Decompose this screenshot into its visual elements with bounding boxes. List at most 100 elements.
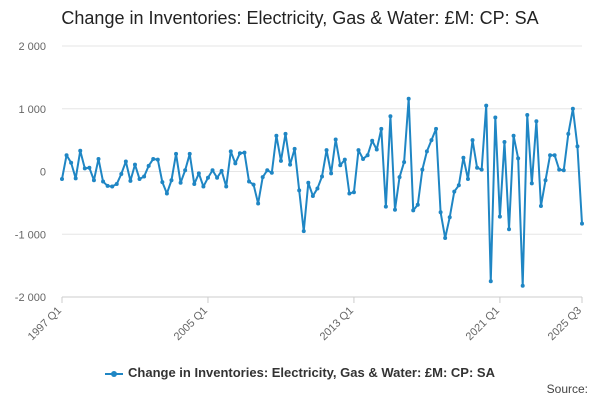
data-point[interactable] [315,186,320,191]
data-point[interactable] [283,131,288,136]
data-point[interactable] [575,144,580,149]
data-point[interactable] [301,229,306,234]
data-point[interactable] [488,279,493,284]
data-point[interactable] [356,148,361,153]
data-point[interactable] [548,153,553,158]
data-point[interactable] [69,160,74,165]
data-point[interactable] [128,178,133,183]
data-point[interactable] [155,157,160,162]
data-point[interactable] [465,177,470,182]
data-point[interactable] [192,182,197,187]
data-point[interactable] [169,178,174,183]
data-point[interactable] [516,156,521,161]
data-point[interactable] [534,119,539,124]
data-point[interactable] [233,161,238,166]
data-point[interactable] [265,168,270,173]
data-point[interactable] [511,133,516,138]
data-point[interactable] [151,156,156,161]
data-point[interactable] [347,191,352,196]
data-point[interactable] [123,159,128,164]
data-point[interactable] [205,175,210,180]
data-point[interactable] [219,168,224,173]
data-point[interactable] [96,156,101,161]
data-point[interactable] [210,168,215,173]
data-point[interactable] [434,126,439,131]
data-point[interactable] [388,114,393,119]
data-point[interactable] [269,170,274,175]
data-point[interactable] [78,148,83,153]
legend[interactable]: Change in Inventories: Electricity, Gas … [0,365,600,380]
data-point[interactable] [288,162,293,167]
data-point[interactable] [538,204,543,209]
data-point[interactable] [183,168,188,173]
data-point[interactable] [475,165,480,170]
data-point[interactable] [114,182,119,187]
data-point[interactable] [470,138,475,143]
data-point[interactable] [87,165,92,170]
data-point[interactable] [484,103,489,108]
data-point[interactable] [424,149,429,154]
data-point[interactable] [520,283,525,288]
data-point[interactable] [146,163,151,168]
data-point[interactable] [502,140,507,145]
data-point[interactable] [274,133,279,138]
data-point[interactable] [260,175,265,180]
data-point[interactable] [278,158,283,163]
data-point[interactable] [292,146,297,151]
data-point[interactable] [557,167,562,172]
data-point[interactable] [456,183,461,188]
data-point[interactable] [402,160,407,165]
data-point[interactable] [361,156,366,161]
data-point[interactable] [333,137,338,142]
data-point[interactable] [529,181,534,186]
data-point[interactable] [420,167,425,172]
data-point[interactable] [64,153,69,158]
data-point[interactable] [247,179,252,184]
data-point[interactable] [60,177,64,182]
data-point[interactable] [110,184,115,189]
data-point[interactable] [105,183,110,188]
data-point[interactable] [82,166,87,171]
data-point[interactable] [561,168,566,173]
data-point[interactable] [101,179,106,184]
data-point[interactable] [566,131,571,136]
data-point[interactable] [119,172,124,177]
data-point[interactable] [164,191,169,196]
data-point[interactable] [507,227,512,232]
data-point[interactable] [461,155,466,160]
data-point[interactable] [338,163,343,168]
data-point[interactable] [324,148,329,153]
data-point[interactable] [443,236,448,241]
data-point[interactable] [237,151,242,156]
data-point[interactable] [406,96,411,101]
data-point[interactable] [242,150,247,155]
data-point[interactable] [370,138,375,143]
data-point[interactable] [201,184,206,189]
data-point[interactable] [251,182,256,187]
data-point[interactable] [320,174,324,179]
data-point[interactable] [365,153,370,158]
data-point[interactable] [452,189,457,194]
data-point[interactable] [374,147,379,152]
data-point[interactable] [392,207,397,212]
data-point[interactable] [187,151,192,156]
data-point[interactable] [447,215,452,220]
data-point[interactable] [310,193,315,198]
data-point[interactable] [178,180,183,185]
data-point[interactable] [73,176,78,181]
data-point[interactable] [525,113,530,118]
data-point[interactable] [174,151,179,156]
data-point[interactable] [570,106,575,111]
data-point[interactable] [297,188,302,193]
data-point[interactable] [91,178,96,183]
data-point[interactable] [351,190,356,195]
data-point[interactable] [552,153,557,158]
data-point[interactable] [196,171,201,176]
data-point[interactable] [142,174,147,179]
data-point[interactable] [411,208,416,213]
data-point[interactable] [306,180,311,185]
data-point[interactable] [580,221,584,226]
data-point[interactable] [256,201,261,206]
data-point[interactable] [160,180,165,185]
data-point[interactable] [497,214,502,219]
